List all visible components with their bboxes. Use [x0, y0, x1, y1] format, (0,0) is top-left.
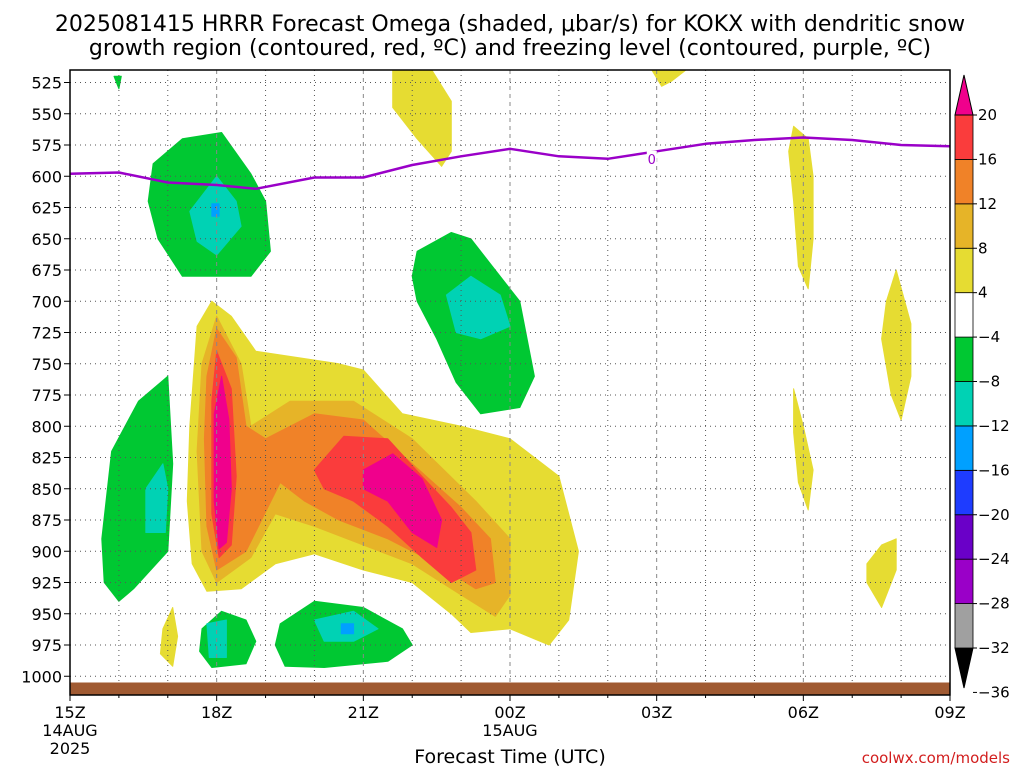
omega-region-5 — [866, 538, 897, 608]
chart-title-line-2: growth region (contoured, red, ºC) and f… — [89, 36, 931, 61]
colorbar-bin-6 — [954, 381, 974, 427]
colorbar-label-7: −12 — [978, 417, 1010, 435]
omega-region-12 — [213, 375, 232, 550]
freezing-level-label: 0 — [648, 153, 656, 168]
x-tick-date-3: 15AUG — [482, 721, 537, 740]
colorbar-label-1: 16 — [978, 150, 997, 168]
colorbar-bin-9 — [954, 247, 974, 294]
grid-lines — [70, 70, 950, 695]
x-tick-label-2: 21Z — [348, 703, 379, 722]
y-tick-label-19: 1000 — [21, 667, 62, 686]
colorbar-bin-5 — [954, 425, 974, 471]
colorbar-bin-3 — [954, 514, 974, 560]
colorbar-label-9: −20 — [978, 506, 1010, 524]
y-tick-label-17: 950 — [31, 605, 62, 624]
x-tick-date-0: 14AUG — [42, 721, 97, 740]
y-tick-label-12: 825 — [31, 449, 62, 468]
y-tick-label-14: 875 — [31, 511, 62, 530]
colorbar-label-0: 20 — [978, 106, 997, 124]
x-tick-year-0: 2025 — [50, 739, 91, 758]
colorbar-bin-7 — [954, 336, 974, 382]
x-axis-label: Forecast Time (UTC) — [414, 746, 605, 768]
colorbar-label-13: −36 — [978, 683, 1010, 701]
x-tick-label-3: 00Z — [494, 703, 525, 722]
y-tick-label-2: 575 — [31, 136, 62, 155]
omega-region-21 — [145, 463, 169, 533]
colorbar-label-8: −16 — [978, 461, 1010, 479]
y-tick-label-4: 625 — [31, 199, 62, 218]
colorbar-label-3: 8 — [978, 239, 988, 257]
y-tick-label-7: 700 — [31, 292, 62, 311]
colorbar-bin-0 — [954, 647, 974, 689]
y-tick-label-18: 975 — [31, 636, 62, 655]
y-tick-label-6: 675 — [31, 261, 62, 280]
colorbar-bin-13 — [954, 74, 974, 116]
colorbar: 20 16 12 8 4 −4 −8 −12 −16 −20 −24 −28 −32 −36 — [954, 74, 1010, 701]
terrain-strip — [70, 682, 950, 695]
y-tick-label-5: 650 — [31, 230, 62, 249]
y-tick-label-11: 800 — [31, 417, 62, 436]
freezing-level: 0 — [69, 136, 951, 191]
x-tick-label-4: 03Z — [641, 703, 672, 722]
freezing-level-label-bg — [646, 150, 657, 166]
colorbar-bin-8 — [954, 292, 974, 338]
colorbar-bin-1 — [954, 603, 974, 649]
colorbar-label-10: −24 — [978, 550, 1010, 568]
y-tick-label-8: 725 — [31, 324, 62, 343]
omega-region-17 — [211, 203, 220, 217]
colorbar-label-11: −28 — [978, 595, 1010, 613]
colorbar-label-5: −4 — [978, 328, 1000, 346]
y-tick-label-0: 525 — [31, 74, 62, 93]
colorbar-label-6: −8 — [978, 373, 1000, 391]
terrain — [70, 682, 950, 695]
chart-title-line-1: 2025081415 HRRR Forecast Omega (shaded, … — [55, 12, 965, 37]
y-tick-label-1: 550 — [31, 105, 62, 124]
colorbar-bin-11 — [954, 159, 974, 205]
omega-region-13 — [362, 453, 443, 548]
freezing-level-line — [69, 136, 951, 191]
y-tick-label-13: 850 — [31, 480, 62, 499]
y-axis: 525 550 575 600 625 650 675 700 725 750 775 800 825 8… — [21, 74, 70, 686]
y-tick-label-9: 750 — [31, 355, 62, 374]
y-tick-label-15: 900 — [31, 542, 62, 561]
credit-text: coolwx.com/models — [862, 749, 1010, 767]
x-tick-label-0: 15Z — [54, 703, 85, 722]
colorbar-label-2: 12 — [978, 195, 997, 213]
omega-region-6 — [159, 607, 179, 667]
x-tick-label-6: 09Z — [934, 703, 965, 722]
y-tick-label-3: 600 — [31, 167, 62, 186]
colorbar-bin-4 — [954, 469, 974, 516]
colorbar-bin-12 — [954, 114, 974, 160]
colorbar-label-12: −32 — [978, 639, 1010, 657]
x-tick-label-1: 18Z — [201, 703, 232, 722]
y-tick-label-10: 775 — [31, 386, 62, 405]
x-tick-label-5: 06Z — [788, 703, 819, 722]
colorbar-label-4: 4 — [978, 284, 988, 302]
colorbar-bin-10 — [954, 203, 974, 249]
colorbar-bin-2 — [954, 558, 974, 604]
y-tick-label-16: 925 — [31, 574, 62, 593]
omega-region-26 — [340, 623, 355, 635]
